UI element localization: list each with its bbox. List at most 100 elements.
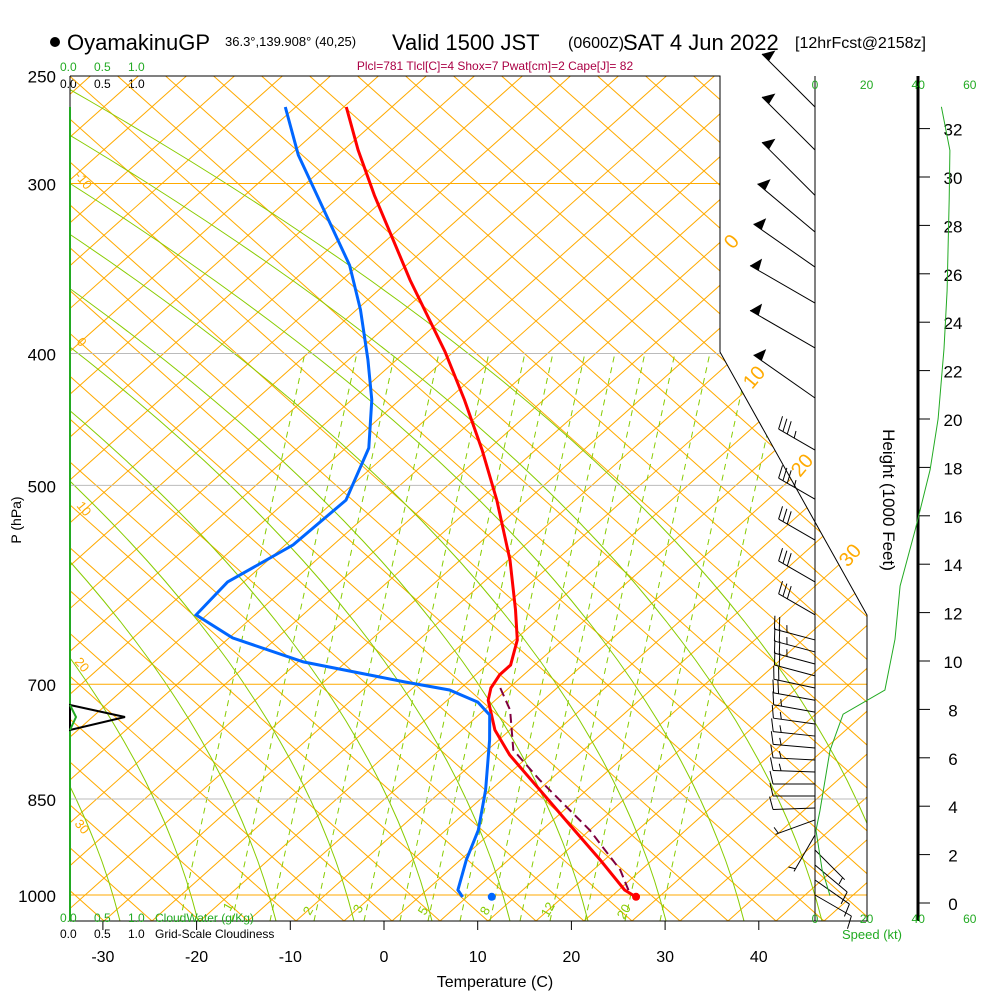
svg-text:20: 20 — [787, 450, 818, 481]
dry-adiabat-line — [405, 76, 867, 921]
cloudiness-scale-bottom: 0.0 0.5 1.0 Grid-Scale Cloudiness — [60, 927, 274, 941]
wind-barb — [814, 894, 852, 929]
x-tick-label: 0 — [380, 949, 389, 966]
barb-full — [782, 467, 788, 481]
speed-tick-label-top: 20 — [860, 78, 874, 92]
wind-barb — [753, 349, 816, 399]
height-tick-label: 4 — [948, 798, 957, 817]
isotherm-line — [439, 76, 867, 921]
isotherm-line — [151, 76, 867, 921]
barb-staff — [774, 628, 816, 641]
barb-staff — [753, 354, 816, 399]
zulu-time: (0600Z) — [568, 35, 624, 52]
isotherm-line — [70, 76, 283, 921]
dry-adiabat-line — [70, 76, 249, 921]
speed-tick-label-bottom: 20 — [860, 912, 874, 926]
wind-barbs — [749, 50, 852, 929]
isotherm-line — [70, 76, 475, 921]
speed-tick-label-top: 60 — [963, 78, 977, 92]
wind-barb — [749, 303, 816, 349]
wind-barb — [773, 665, 816, 689]
isotherm-line — [487, 76, 867, 921]
barb-half — [773, 827, 779, 834]
barb-staff — [773, 757, 816, 761]
barb-full — [782, 508, 788, 522]
isotherm-line — [70, 76, 571, 921]
barb-staff — [793, 834, 816, 872]
dry-adiabat-line — [70, 76, 633, 921]
speed-axis-title: Speed (kt) — [842, 927, 902, 942]
dry-adiabat-line — [70, 76, 345, 921]
mixing-ratio-line — [363, 351, 490, 921]
svg-text:0: 0 — [74, 334, 90, 349]
barb-staff — [773, 807, 816, 810]
svg-text:1.0: 1.0 — [128, 911, 145, 925]
moist-adiabat-line — [70, 80, 745, 921]
barb-half — [778, 763, 782, 771]
wind-barb — [778, 416, 816, 451]
wind-barb — [773, 615, 816, 641]
barb-staff — [814, 894, 852, 917]
isotherm-line — [70, 76, 235, 921]
barb-full — [786, 585, 792, 600]
barb-full — [786, 511, 792, 525]
y-tick-label: 700 — [28, 676, 56, 695]
surface-temperature-point — [632, 892, 641, 901]
barb-full — [846, 915, 852, 929]
speed-tick-label-top: 40 — [912, 78, 926, 92]
svg-text:0.0: 0.0 — [60, 60, 77, 74]
wind-barb — [778, 465, 816, 500]
barb-half — [838, 877, 844, 885]
barb-full — [771, 718, 774, 732]
barb-staff — [774, 640, 816, 653]
barb-staff — [775, 819, 816, 835]
isotherm-line — [70, 76, 379, 921]
barb-full — [786, 470, 792, 484]
barb-staff — [774, 652, 816, 665]
dry-adiabat-line — [117, 76, 867, 921]
isotherm-line — [391, 76, 867, 921]
isotherm-line — [679, 76, 867, 921]
barb-staff — [778, 560, 816, 583]
speed-height-panel: 0246810121416182022242628303200202040406… — [812, 76, 977, 926]
dry-adiabat-line — [70, 76, 681, 921]
barb-half — [779, 737, 782, 746]
wind-barb — [778, 548, 816, 583]
isotherm-line — [70, 76, 619, 921]
isotherm-line — [70, 76, 715, 921]
barb-staff — [778, 428, 816, 451]
mixing-ratio-line — [459, 351, 586, 921]
height-tick-label: 22 — [944, 363, 963, 382]
temperature-line — [344, 106, 637, 899]
isotherm-line — [70, 76, 867, 921]
svg-text:1.0: 1.0 — [128, 927, 145, 941]
height-tick-label: 24 — [944, 314, 963, 333]
speed-profile-line — [815, 106, 951, 896]
barb-staff — [778, 593, 816, 616]
barb-staff — [761, 53, 816, 108]
isotherm-line — [823, 76, 867, 921]
dry-adiabat-line — [70, 76, 867, 921]
barb-full — [786, 421, 792, 435]
mixing-ratio-line — [549, 351, 676, 921]
dry-adiabat-line — [70, 76, 867, 921]
dry-adiabat-line — [70, 76, 777, 921]
mixing-ratio-line — [427, 351, 554, 921]
svg-text:30: 30 — [72, 816, 93, 837]
barb-staff — [773, 717, 816, 725]
svg-text:10: 10 — [74, 498, 95, 519]
barb-staff — [773, 731, 816, 737]
valid-time: Valid 1500 JST — [392, 30, 540, 55]
barb-full — [778, 506, 784, 520]
mixing-ratio-line — [519, 351, 646, 921]
svg-text:1.0: 1.0 — [128, 60, 145, 74]
barb-staff — [778, 518, 816, 541]
svg-text:0.5: 0.5 — [94, 77, 111, 91]
dry-adiabat-line — [70, 76, 729, 921]
valid-date: SAT 4 Jun 2022 — [623, 30, 779, 55]
moist-adiabat-line — [70, 80, 199, 921]
height-tick-label: 6 — [948, 750, 957, 769]
barb-staff — [773, 678, 816, 689]
dry-adiabat-line — [213, 76, 867, 921]
dry-adiabat-line — [70, 76, 441, 921]
